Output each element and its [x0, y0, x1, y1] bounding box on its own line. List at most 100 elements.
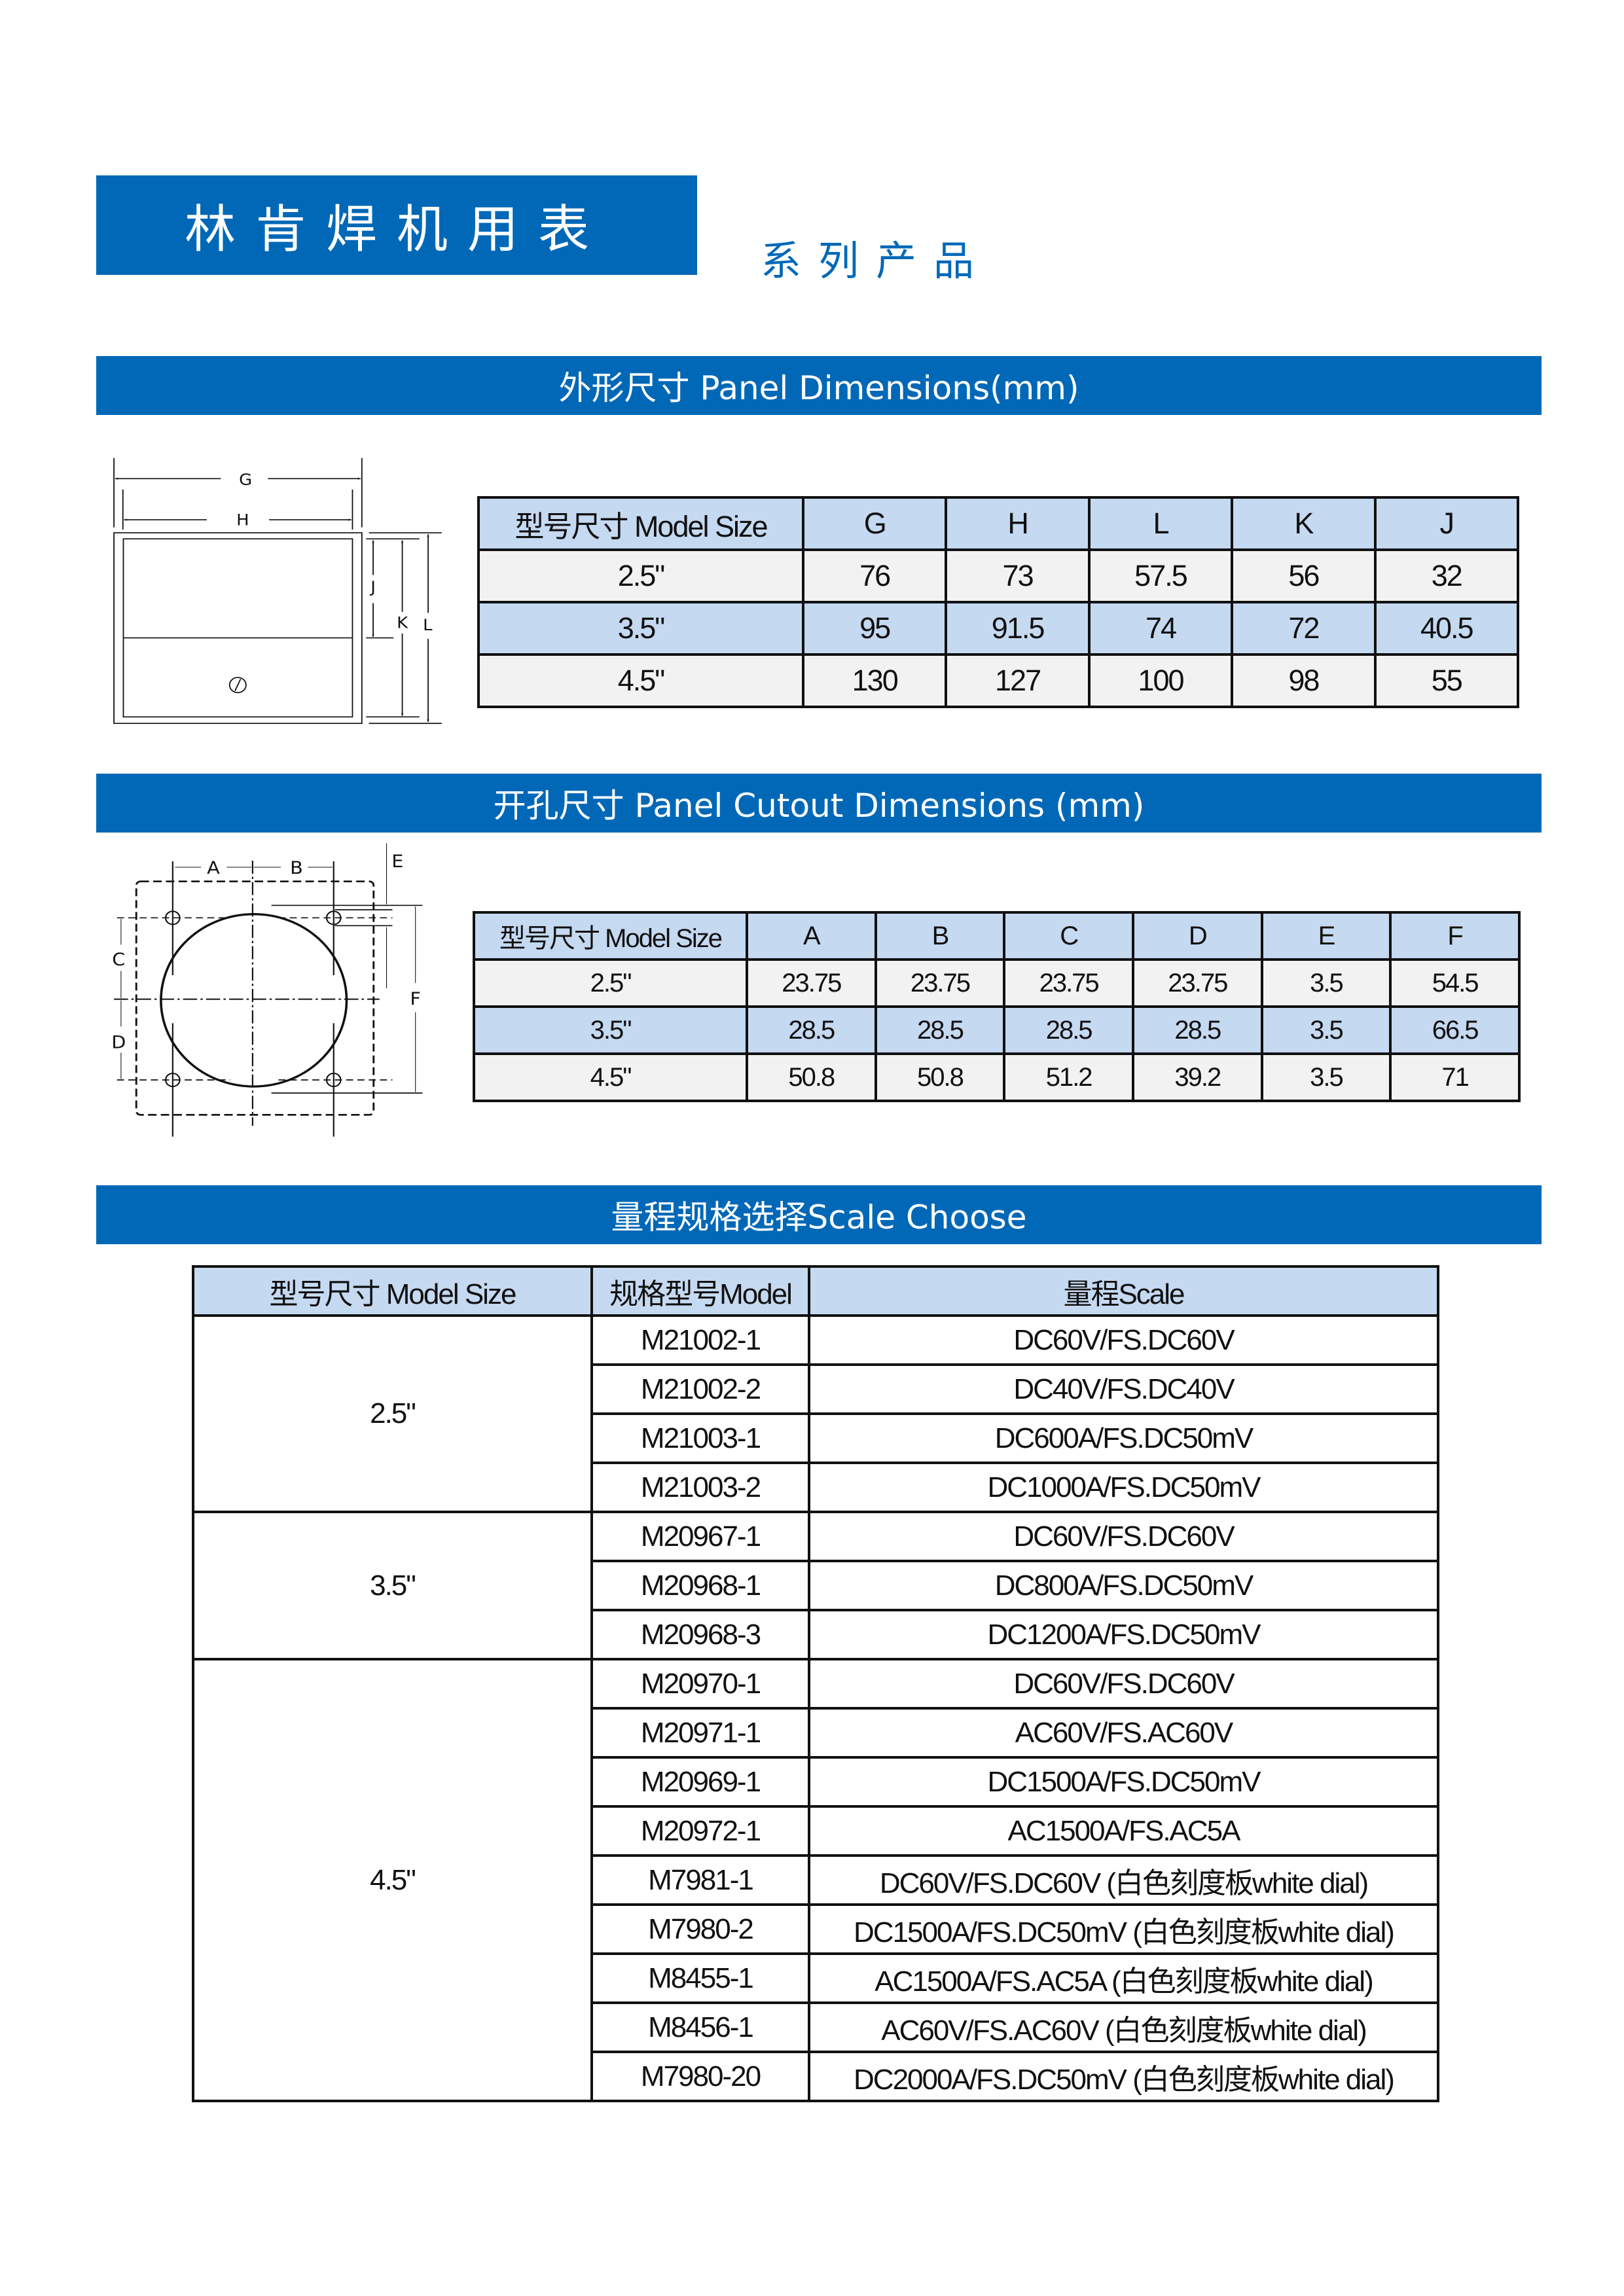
model-cell: M20972-1 [590, 1805, 810, 1857]
diagram-label-c: C [112, 949, 125, 970]
table-cell: 95 [801, 601, 948, 656]
table-row: M20972-1 AC1500A/FS.AC5A [193, 1805, 1439, 1857]
column-header: J [1373, 496, 1520, 551]
scale-cell: DC60V/FS.DC60V [808, 1511, 1439, 1562]
table-row: M21002-2 DC40V/FS.DC40V [193, 1363, 1439, 1415]
table-cell: 4.5" [473, 1052, 748, 1102]
model-size-cell: 4.5" [192, 1658, 593, 2102]
column-header: G [801, 496, 948, 551]
table-cell: 55 [1373, 653, 1520, 708]
table-cell: 28.5 [1131, 1005, 1263, 1055]
cutout-dimensions-diagram: A B C D E F [111, 843, 423, 1137]
table-cell: 3.5 [1260, 1052, 1392, 1102]
table-cell: 71 [1389, 1052, 1521, 1102]
column-header: L [1087, 496, 1234, 551]
scale-cell: DC60V/FS.DC60V [808, 1314, 1439, 1366]
table-row: M21003-1 DC600A/FS.DC50mV [193, 1412, 1439, 1464]
table-row: M21003-2 DC1000A/FS.DC50mV [193, 1462, 1439, 1513]
model-cell: M21003-2 [590, 1462, 810, 1513]
table-row: M8456-1 AC60V/FS.AC60V (白色刻度板white dial) [193, 2001, 1439, 2053]
table-row: M20968-3 DC1200A/FS.DC50mV [193, 1609, 1439, 1660]
cutout-dimensions-table: 型号尺寸 Model Size A B C D E F 2.5" 23.75 23.75 23.7… [473, 911, 1521, 1102]
table-row: 2.5" 23.75 23.75 23.75 23.75 3.5 54.5 [473, 958, 1521, 1008]
section-heading-panel-dimensions: 外形尺寸 Panel Dimensions(mm) [96, 356, 1542, 415]
column-header: H [945, 496, 1091, 551]
column-header: K [1231, 496, 1377, 551]
model-cell: M20971-1 [590, 1707, 810, 1759]
model-cell: M21002-2 [590, 1363, 810, 1415]
diagram-label-d: D [111, 1032, 126, 1053]
table-row: M7980-20 DC2000A/FS.DC50mV (白色刻度板white di… [193, 2051, 1439, 2102]
table-cell: 100 [1087, 653, 1234, 708]
table-cell: 72 [1231, 601, 1377, 656]
diagram-label-a: A [207, 857, 220, 878]
table-cell: 32 [1373, 548, 1520, 603]
scale-cell: AC1500A/FS.AC5A (白色刻度板white dial) [808, 1952, 1439, 2004]
table-cell: 2.5" [473, 958, 748, 1008]
model-cell: M20969-1 [590, 1756, 810, 1808]
table-cell: 23.75 [746, 958, 877, 1008]
model-cell: M21002-1 [590, 1314, 810, 1366]
table-cell: 98 [1231, 653, 1377, 708]
table-row: 3.5" 95 91.5 74 72 40.5 [477, 601, 1520, 656]
diagram-label-j: J [369, 578, 376, 596]
table-cell: 3.5 [1260, 958, 1392, 1008]
section-heading-cutout-dimensions: 开孔尺寸 Panel Cutout Dimensions (mm) [96, 774, 1542, 833]
model-size-cell: 2.5" [192, 1314, 593, 1513]
diagram-label-l: L [423, 616, 433, 634]
scale-cell: DC60V/FS.DC60V [808, 1658, 1439, 1710]
diagram-label-f: F [410, 988, 421, 1009]
table-cell: 28.5 [874, 1005, 1006, 1055]
table-cell: 127 [945, 653, 1091, 708]
table-cell: 23.75 [1131, 958, 1263, 1008]
table-cell: 28.5 [1003, 1005, 1134, 1055]
table-cell: 54.5 [1389, 958, 1521, 1008]
table-cell: 57.5 [1087, 548, 1234, 603]
model-size-cell: 3.5" [192, 1511, 593, 1660]
table-row: M7980-2 DC1500A/FS.DC50mV (白色刻度板white dia… [193, 1903, 1439, 1955]
scale-cell: DC2000A/FS.DC50mV (白色刻度板white dial) [808, 2051, 1439, 2102]
diagram-label-e: E [391, 851, 403, 872]
scale-cell: DC1500A/FS.DC50mV (白色刻度板white dial) [808, 1903, 1439, 1955]
scale-cell: DC800A/FS.DC50mV [808, 1560, 1439, 1611]
scale-cell: DC1200A/FS.DC50mV [808, 1609, 1439, 1660]
column-header: 型号尺寸 Model Size [192, 1265, 593, 1317]
model-cell: M20967-1 [590, 1511, 810, 1562]
table-cell: 76 [801, 548, 948, 603]
column-header: 规格型号Model [590, 1265, 810, 1317]
table-cell: 23.75 [1003, 958, 1134, 1008]
model-cell: M20968-1 [590, 1560, 810, 1611]
table-cell: 3.5" [477, 601, 804, 656]
model-cell: M7980-2 [590, 1903, 810, 1955]
table-cell: 130 [801, 653, 948, 708]
column-header: 型号尺寸 Model Size [473, 911, 748, 961]
table-cell: 74 [1087, 601, 1234, 656]
table-cell: 3.5 [1260, 1005, 1392, 1055]
table-cell: 56 [1231, 548, 1377, 603]
column-header: D [1131, 911, 1263, 961]
table-cell: 91.5 [945, 601, 1091, 656]
table-row: M20971-1 AC60V/FS.AC60V [193, 1707, 1439, 1759]
table-row: M7981-1 DC60V/FS.DC60V (白色刻度板white dial) [193, 1854, 1439, 1906]
diagram-label-k: K [397, 614, 408, 632]
scale-cell: AC60V/FS.AC60V (白色刻度板white dial) [808, 2001, 1439, 2053]
scale-cell: DC1500A/FS.DC50mV [808, 1756, 1439, 1808]
table-row: 4.5" 50.8 50.8 51.2 39.2 3.5 71 [473, 1052, 1521, 1102]
table-row: 2.5" M21002-1 DC60V/FS.DC60V [192, 1314, 1439, 1513]
column-header: A [746, 911, 877, 961]
diagram-label-b: B [290, 857, 303, 878]
model-cell: M20970-1 [590, 1658, 810, 1710]
table-row: M20969-1 DC1500A/FS.DC50mV [193, 1756, 1439, 1808]
scale-cell: DC40V/FS.DC40V [808, 1363, 1439, 1415]
model-cell: M7981-1 [590, 1854, 810, 1906]
scale-cell: DC600A/FS.DC50mV [808, 1412, 1439, 1464]
table-cell: 66.5 [1389, 1005, 1521, 1055]
table-row: 4.5" 130 127 100 98 55 [477, 653, 1520, 708]
table-cell: 50.8 [874, 1052, 1006, 1102]
column-header: 型号尺寸 Model Size [477, 496, 804, 551]
table-row: 2.5" 76 73 57.5 56 32 [477, 548, 1520, 603]
column-header: F [1389, 911, 1521, 961]
diagram-label-h: H [236, 511, 249, 529]
scale-cell: AC60V/FS.AC60V [808, 1707, 1439, 1759]
model-cell: M8455-1 [590, 1952, 810, 2004]
